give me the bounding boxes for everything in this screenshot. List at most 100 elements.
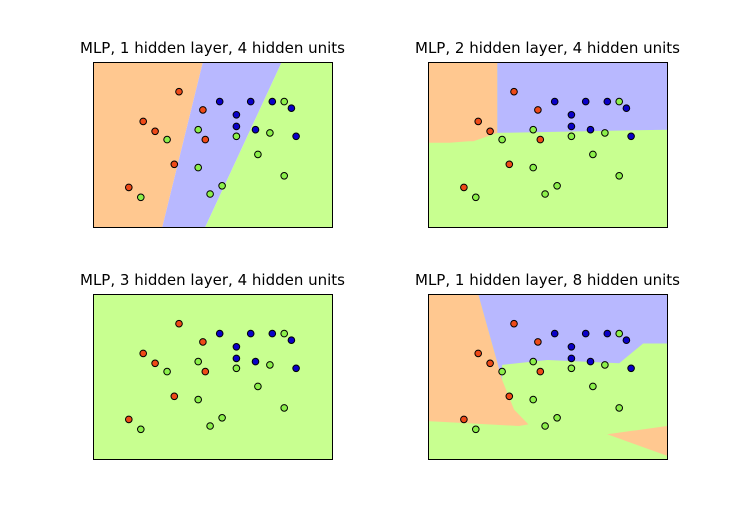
plot-frame	[428, 62, 668, 228]
data-point-blue	[627, 132, 635, 141]
plot-frame	[93, 294, 333, 460]
data-point-green	[615, 329, 624, 338]
data-point-green	[589, 150, 597, 159]
data-point-green	[472, 193, 480, 202]
data-point-green	[529, 163, 538, 172]
data-point-blue	[622, 336, 631, 345]
data-point-blue	[586, 357, 595, 366]
data-point-blue	[246, 329, 255, 338]
data-point-blue	[622, 104, 631, 112]
data-point-red	[125, 183, 133, 192]
data-point-green	[541, 190, 549, 198]
data-point-green	[615, 97, 624, 106]
subplot-title: MLP, 3 hidden layer, 4 hidden units	[80, 271, 345, 289]
data-point-blue	[232, 354, 241, 363]
data-point-blue	[567, 343, 576, 351]
subplot-4: MLP, 1 hidden layer, 8 hidden units	[415, 271, 680, 460]
data-point-blue	[567, 122, 576, 131]
region-blue	[497, 62, 667, 133]
subplot-1: MLP, 1 hidden layer, 4 hidden units	[80, 39, 345, 228]
data-point-blue	[287, 104, 296, 112]
data-point-blue	[603, 329, 612, 338]
data-point-green	[194, 395, 202, 404]
data-point-green	[601, 361, 609, 369]
region-orange	[607, 426, 667, 456]
data-point-blue	[586, 125, 595, 134]
data-point-red	[199, 106, 207, 114]
data-point-red	[505, 160, 514, 169]
data-point-blue	[215, 97, 224, 106]
data-point-red	[536, 367, 545, 376]
data-point-blue	[550, 329, 559, 338]
subplot-title: MLP, 1 hidden layer, 4 hidden units	[80, 39, 345, 57]
data-point-red	[139, 349, 147, 358]
data-point-green	[266, 361, 274, 369]
data-point-red	[536, 135, 545, 144]
region-green	[93, 294, 332, 459]
data-point-red	[175, 87, 183, 96]
data-point-blue	[232, 122, 241, 131]
decision-regions	[428, 62, 667, 227]
data-point-green	[280, 97, 289, 106]
data-point-green	[567, 132, 576, 141]
data-point-red	[534, 106, 542, 114]
data-point-green	[194, 163, 202, 172]
data-point-green	[498, 135, 506, 144]
data-point-blue	[550, 97, 559, 106]
data-points	[460, 87, 635, 202]
data-point-green	[280, 404, 289, 412]
data-point-green	[194, 357, 202, 366]
data-point-green	[498, 367, 506, 376]
data-point-green	[553, 414, 561, 422]
data-point-blue	[232, 343, 241, 351]
data-point-red	[201, 135, 210, 144]
data-point-red	[510, 319, 518, 328]
data-point-green	[541, 422, 549, 430]
region-green	[205, 62, 332, 227]
data-point-red	[505, 392, 514, 401]
decision-regions	[93, 294, 332, 459]
data-point-green	[266, 129, 274, 137]
data-point-red	[510, 87, 518, 96]
data-point-green	[589, 382, 597, 391]
decision-regions	[428, 294, 667, 459]
plot-frame	[93, 62, 333, 228]
data-point-blue	[251, 357, 260, 366]
data-point-blue	[268, 329, 277, 338]
data-point-green	[254, 382, 262, 391]
data-point-blue	[251, 125, 260, 134]
data-point-green	[529, 357, 538, 366]
data-point-green	[163, 367, 171, 376]
data-point-green	[280, 172, 289, 180]
data-point-blue	[567, 111, 576, 119]
data-point-red	[139, 117, 147, 126]
data-point-red	[170, 160, 179, 169]
data-point-red	[151, 359, 159, 368]
data-point-green	[529, 125, 538, 134]
data-point-green	[254, 150, 262, 159]
data-point-red	[460, 183, 468, 192]
data-point-green	[218, 182, 226, 190]
data-point-green	[601, 129, 609, 137]
data-point-blue	[603, 97, 612, 106]
data-point-red	[175, 319, 183, 328]
data-point-blue	[581, 97, 590, 106]
data-points	[125, 319, 300, 434]
data-point-blue	[581, 329, 590, 338]
subplot-title: MLP, 1 hidden layer, 8 hidden units	[415, 271, 680, 289]
data-point-green	[137, 193, 145, 202]
data-point-blue	[292, 364, 300, 373]
region-orange	[428, 294, 529, 426]
data-point-green	[194, 125, 202, 134]
plot-frame	[428, 294, 668, 460]
data-point-blue	[232, 111, 241, 119]
data-point-green	[615, 172, 624, 180]
data-point-red	[474, 349, 483, 358]
data-point-green	[206, 190, 214, 198]
data-point-red	[460, 415, 468, 424]
data-point-blue	[268, 97, 277, 106]
data-point-green	[232, 364, 241, 373]
data-point-red	[201, 367, 210, 376]
data-point-blue	[287, 336, 296, 345]
